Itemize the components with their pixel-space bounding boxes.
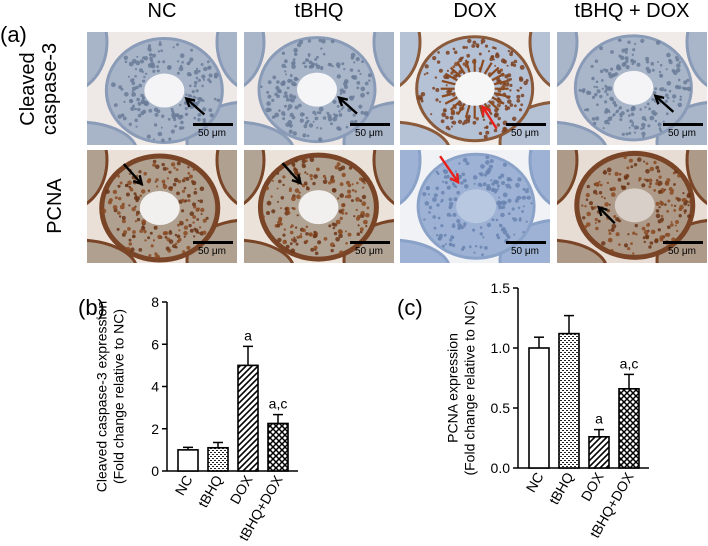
- arrow-icon: [281, 162, 302, 184]
- micrograph-pcna-nc: 50 μm: [87, 150, 237, 263]
- significance-label: a,c: [620, 355, 639, 371]
- arrow-head-icon: [291, 174, 303, 185]
- micrograph-pcna-tbhq: 50 μm: [244, 150, 394, 263]
- micrograph-pcna-dox: 50 μm: [400, 150, 550, 263]
- y-tick-label: 4: [151, 379, 159, 395]
- bar-tbhq: [207, 446, 229, 472]
- chart-c-svg: PCNA expression(Fold change relative to …: [445, 280, 649, 541]
- panel-b-label: (b): [78, 295, 105, 320]
- chart-c: PCNA expression(Fold change relative to …: [354, 270, 708, 541]
- arrow-icon: [185, 97, 206, 116]
- scale-bar: [663, 241, 703, 244]
- significance-label: a: [244, 327, 252, 343]
- arrow-head-icon: [449, 173, 460, 185]
- y-tick-label: 0: [151, 463, 159, 479]
- row-label-line1: Cleaved: [17, 52, 39, 126]
- y-axis-label: PCNA expression(Fold change relative to …: [445, 300, 478, 475]
- scale-bar: [350, 123, 390, 126]
- scale-bar: [193, 123, 233, 126]
- micrograph-pcna-tbhq-dox: 50 μm: [557, 150, 707, 263]
- bar-tbhq: [558, 332, 580, 469]
- y-tick-label: 1.0: [491, 340, 511, 356]
- arrow-head-icon: [481, 104, 492, 116]
- scale-bar: [506, 241, 546, 244]
- row-label-cleaved-caspase-3: Cleaved caspase-3: [17, 32, 61, 145]
- y-tick-label: 0.5: [491, 400, 511, 416]
- category-label: tBHQ: [195, 472, 226, 510]
- arrow-head-icon: [653, 94, 665, 105]
- arrow-head-icon: [337, 95, 349, 107]
- arrow-icon: [338, 96, 358, 115]
- scale-bar: [663, 123, 703, 126]
- scale-bar-label: 50 μm: [668, 246, 696, 257]
- y-tick-label: 8: [151, 294, 159, 310]
- y-tick-label: 6: [151, 336, 159, 352]
- arrow-icon: [439, 155, 460, 183]
- row-label-pcna: PCNA: [44, 178, 66, 234]
- y-tick-label: 2: [151, 421, 159, 437]
- column-header-nc: NC: [147, 0, 177, 22]
- micrograph-cleaved-caspase-3-dox: 50 μm: [400, 32, 550, 145]
- scale-bar-label: 50 μm: [511, 246, 539, 257]
- scale-bar-label: 50 μm: [355, 246, 383, 257]
- micrograph-cleaved-caspase-3-tbhq-dox: 50 μm: [557, 32, 707, 145]
- y-tick-label: 1.5: [491, 280, 511, 296]
- bar-tbhq-dox: [618, 388, 640, 469]
- scale-bar: [506, 123, 546, 126]
- scale-bar-label: 50 μm: [198, 128, 226, 139]
- scale-bar-label: 50 μm: [668, 128, 696, 139]
- bar-nc: [528, 347, 550, 469]
- arrow-icon: [597, 206, 616, 225]
- scale-bar-label: 50 μm: [198, 246, 226, 257]
- arrow-icon: [481, 106, 498, 130]
- micrograph-cleaved-caspase-3-tbhq: 50 μm: [244, 32, 394, 145]
- arrow-head-icon: [132, 174, 144, 186]
- category-label: DOX: [578, 469, 607, 504]
- significance-label: a,c: [269, 396, 288, 412]
- arrow-head-icon: [184, 96, 196, 108]
- y-tick-label: 0.0: [491, 460, 511, 476]
- scale-bar-label: 50 μm: [511, 128, 539, 139]
- chart-b-svg: Cleaved caspase-3 expression(Fold change…: [94, 294, 298, 544]
- panel-a-label: (a): [0, 22, 27, 47]
- row-label-line2: caspase-3: [39, 42, 61, 136]
- arrow-icon: [654, 94, 675, 113]
- column-header-dox: DOX: [453, 0, 497, 22]
- scale-bar: [350, 241, 390, 244]
- y-axis-label: Cleaved caspase-3 expression(Fold change…: [94, 301, 127, 492]
- micrograph-cleaved-caspase-3-nc: 50 μm: [87, 32, 237, 145]
- scale-bar: [193, 241, 233, 244]
- category-label: NC: [172, 473, 196, 499]
- panel-c-label: (c): [397, 295, 423, 320]
- bar-dox: [588, 436, 610, 469]
- category-label: NC: [523, 470, 547, 496]
- arrow-head-icon: [597, 205, 608, 217]
- bar-tbhq-dox: [267, 422, 289, 472]
- bar-dox: [237, 364, 259, 472]
- category-label: tBHQ: [546, 469, 577, 507]
- significance-label: a: [595, 411, 603, 427]
- chart-b: Cleaved caspase-3 expression(Fold change…: [0, 270, 354, 544]
- column-header-tbhq: tBHQ: [294, 0, 344, 22]
- category-label: DOX: [227, 472, 256, 507]
- arrow-icon: [122, 163, 143, 185]
- scale-bar-label: 50 μm: [355, 128, 383, 139]
- bar-nc: [177, 449, 199, 472]
- column-header-tbhq-dox: tBHQ + DOX: [574, 0, 690, 22]
